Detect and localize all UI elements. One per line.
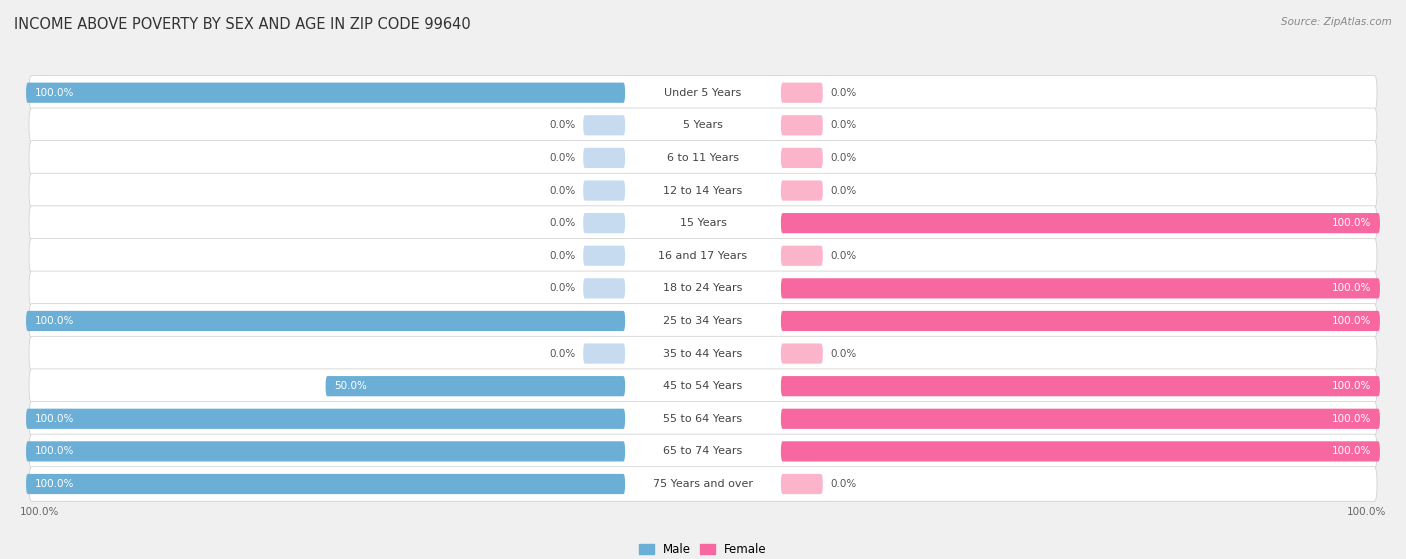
FancyBboxPatch shape <box>583 278 626 299</box>
FancyBboxPatch shape <box>326 376 626 396</box>
FancyBboxPatch shape <box>27 474 626 494</box>
FancyBboxPatch shape <box>780 83 823 103</box>
Text: 75 Years and over: 75 Years and over <box>652 479 754 489</box>
FancyBboxPatch shape <box>780 474 823 494</box>
Text: 100.0%: 100.0% <box>35 479 75 489</box>
Text: 15 Years: 15 Years <box>679 218 727 228</box>
FancyBboxPatch shape <box>780 148 823 168</box>
FancyBboxPatch shape <box>30 173 1376 208</box>
Text: 0.0%: 0.0% <box>830 120 856 130</box>
Text: 0.0%: 0.0% <box>550 283 576 293</box>
FancyBboxPatch shape <box>780 181 823 201</box>
FancyBboxPatch shape <box>30 271 1376 306</box>
FancyBboxPatch shape <box>780 115 823 135</box>
Text: 50.0%: 50.0% <box>335 381 367 391</box>
FancyBboxPatch shape <box>780 245 823 266</box>
FancyBboxPatch shape <box>30 239 1376 273</box>
FancyBboxPatch shape <box>583 245 626 266</box>
FancyBboxPatch shape <box>583 181 626 201</box>
Text: 0.0%: 0.0% <box>830 349 856 358</box>
Text: 0.0%: 0.0% <box>830 186 856 196</box>
Text: Under 5 Years: Under 5 Years <box>665 88 741 98</box>
Text: 0.0%: 0.0% <box>830 479 856 489</box>
Text: 0.0%: 0.0% <box>550 251 576 260</box>
Text: 100.0%: 100.0% <box>35 414 75 424</box>
Text: 100.0%: 100.0% <box>35 316 75 326</box>
Text: 100.0%: 100.0% <box>1331 316 1371 326</box>
Text: 45 to 54 Years: 45 to 54 Years <box>664 381 742 391</box>
Text: 18 to 24 Years: 18 to 24 Years <box>664 283 742 293</box>
Text: 16 and 17 Years: 16 and 17 Years <box>658 251 748 260</box>
FancyBboxPatch shape <box>27 441 626 462</box>
FancyBboxPatch shape <box>30 434 1376 468</box>
FancyBboxPatch shape <box>30 75 1376 110</box>
Text: 0.0%: 0.0% <box>830 251 856 260</box>
Text: 100.0%: 100.0% <box>1347 506 1386 517</box>
Text: 0.0%: 0.0% <box>550 153 576 163</box>
FancyBboxPatch shape <box>780 441 1379 462</box>
Text: 100.0%: 100.0% <box>35 88 75 98</box>
Text: Source: ZipAtlas.com: Source: ZipAtlas.com <box>1281 17 1392 27</box>
FancyBboxPatch shape <box>583 115 626 135</box>
FancyBboxPatch shape <box>30 108 1376 143</box>
FancyBboxPatch shape <box>583 343 626 364</box>
Text: 5 Years: 5 Years <box>683 120 723 130</box>
FancyBboxPatch shape <box>30 141 1376 175</box>
Text: 100.0%: 100.0% <box>1331 447 1371 456</box>
FancyBboxPatch shape <box>30 369 1376 404</box>
Text: 100.0%: 100.0% <box>1331 218 1371 228</box>
Text: 0.0%: 0.0% <box>550 186 576 196</box>
FancyBboxPatch shape <box>27 409 626 429</box>
FancyBboxPatch shape <box>30 401 1376 436</box>
Text: INCOME ABOVE POVERTY BY SEX AND AGE IN ZIP CODE 99640: INCOME ABOVE POVERTY BY SEX AND AGE IN Z… <box>14 17 471 32</box>
FancyBboxPatch shape <box>30 304 1376 338</box>
FancyBboxPatch shape <box>780 343 823 364</box>
Text: 0.0%: 0.0% <box>830 88 856 98</box>
FancyBboxPatch shape <box>27 311 626 331</box>
Text: 55 to 64 Years: 55 to 64 Years <box>664 414 742 424</box>
Text: 100.0%: 100.0% <box>1331 381 1371 391</box>
Text: 35 to 44 Years: 35 to 44 Years <box>664 349 742 358</box>
FancyBboxPatch shape <box>780 213 1379 233</box>
Text: 100.0%: 100.0% <box>1331 414 1371 424</box>
Text: 100.0%: 100.0% <box>1331 283 1371 293</box>
Text: 0.0%: 0.0% <box>830 153 856 163</box>
Legend: Male, Female: Male, Female <box>640 543 766 556</box>
FancyBboxPatch shape <box>780 376 1379 396</box>
Text: 0.0%: 0.0% <box>550 349 576 358</box>
FancyBboxPatch shape <box>30 467 1376 501</box>
FancyBboxPatch shape <box>583 213 626 233</box>
Text: 0.0%: 0.0% <box>550 120 576 130</box>
FancyBboxPatch shape <box>30 337 1376 371</box>
Text: 6 to 11 Years: 6 to 11 Years <box>666 153 740 163</box>
FancyBboxPatch shape <box>780 409 1379 429</box>
FancyBboxPatch shape <box>780 311 1379 331</box>
FancyBboxPatch shape <box>30 206 1376 240</box>
Text: 100.0%: 100.0% <box>20 506 59 517</box>
Text: 0.0%: 0.0% <box>550 218 576 228</box>
Text: 25 to 34 Years: 25 to 34 Years <box>664 316 742 326</box>
FancyBboxPatch shape <box>27 83 626 103</box>
FancyBboxPatch shape <box>780 278 1379 299</box>
Text: 65 to 74 Years: 65 to 74 Years <box>664 447 742 456</box>
Text: 100.0%: 100.0% <box>35 447 75 456</box>
Text: 12 to 14 Years: 12 to 14 Years <box>664 186 742 196</box>
FancyBboxPatch shape <box>583 148 626 168</box>
